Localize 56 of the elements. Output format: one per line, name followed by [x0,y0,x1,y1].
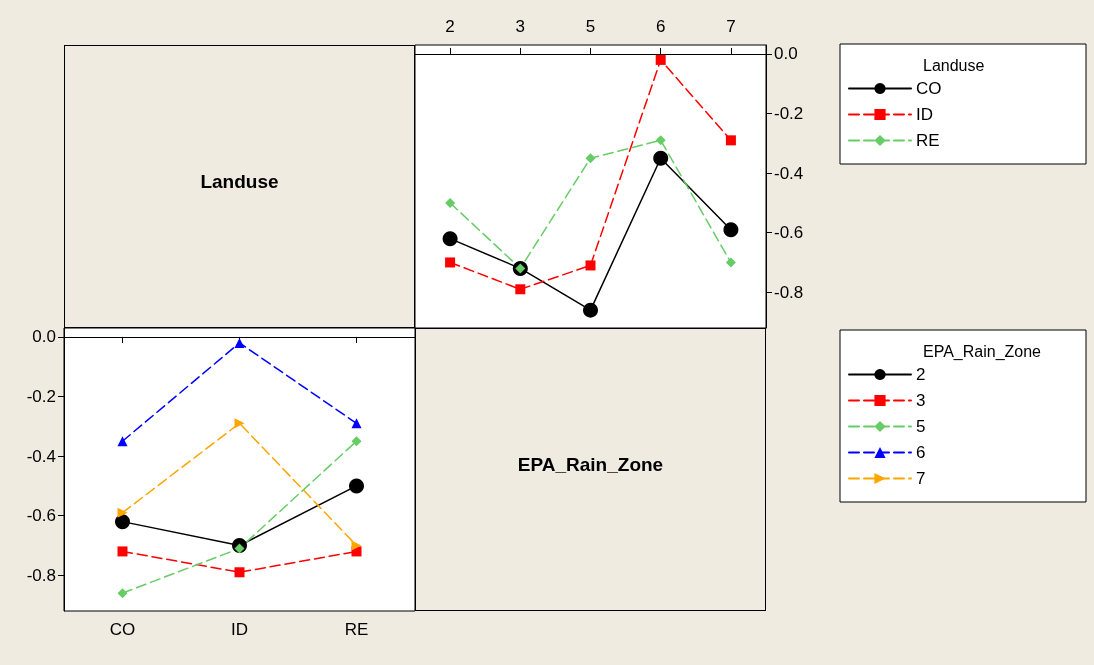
legend-title: EPA_Rain_Zone [923,342,1042,361]
point [445,197,456,208]
x-tick-label: ID [231,620,248,639]
point [349,478,364,494]
legend-label: ID [916,105,933,124]
point [234,543,245,554]
legend-label: 3 [916,391,926,410]
legend-label: 7 [916,469,926,488]
point [723,222,739,238]
x-tick-label: 5 [585,17,596,36]
point [442,231,458,247]
text: Landuse [200,170,279,193]
point [585,260,596,271]
point [655,135,666,146]
point [117,436,128,447]
point [117,588,128,599]
legend-title: Landuse [923,56,985,74]
y-tick-label: -0.2 [774,104,804,124]
point [115,514,130,530]
point [725,257,736,268]
point [515,284,526,295]
legend-label: RE [916,131,940,150]
point [445,257,456,268]
point [234,567,245,578]
point [585,153,596,164]
y-tick-label: -0.4 [26,446,56,466]
y-tick-label: -0.2 [26,387,56,407]
y-tick-label: -0.6 [774,223,804,243]
legend-label: CO [916,79,942,98]
y-tick-label: -0.6 [26,506,56,526]
legend-label: 2 [916,365,926,384]
point [351,418,362,429]
x-tick-label: RE [344,620,369,639]
x-tick-label: 6 [655,17,666,36]
y-tick-label: -0.8 [774,282,804,302]
y-tick-label: 0.0 [32,327,56,347]
point [725,135,736,146]
x-tick-label: 7 [726,17,736,36]
point [351,436,362,447]
y-tick-label: -0.8 [26,565,56,585]
point [583,302,598,318]
x-tick-label: CO [109,620,136,639]
point [653,150,669,166]
legend-label: 6 [916,443,926,462]
point [117,546,128,557]
point [234,337,245,348]
x-tick-label: 3 [515,17,526,36]
point [234,418,245,429]
point [117,507,128,518]
y-tick-label: 0.0 [774,44,798,64]
y-tick-label: -0.4 [774,163,804,183]
x-tick-label: 2 [445,17,455,36]
text: EPA_Rain_Zone [517,453,664,476]
point [351,540,362,551]
legend-label: 5 [916,417,926,436]
point [655,54,666,65]
